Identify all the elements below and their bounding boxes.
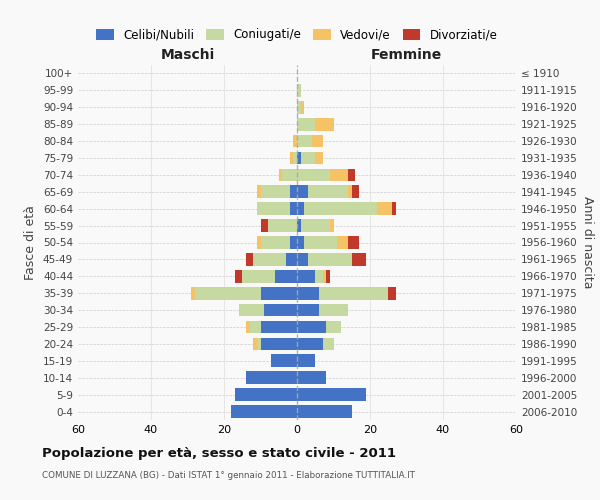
- Bar: [290, 186, 297, 198]
- Bar: [271, 354, 297, 367]
- Bar: [297, 320, 326, 334]
- Bar: [297, 405, 352, 418]
- Bar: [352, 253, 367, 266]
- Bar: [268, 220, 297, 232]
- Bar: [319, 304, 348, 316]
- Bar: [293, 134, 297, 147]
- Text: Popolazione per età, sesso e stato civile - 2011: Popolazione per età, sesso e stato civil…: [42, 448, 396, 460]
- Bar: [297, 304, 319, 316]
- Bar: [304, 236, 337, 249]
- Bar: [250, 320, 260, 334]
- Bar: [297, 388, 367, 401]
- Bar: [297, 84, 301, 96]
- Bar: [348, 168, 355, 181]
- Bar: [348, 236, 359, 249]
- Bar: [297, 202, 304, 215]
- Bar: [297, 101, 301, 114]
- Bar: [297, 338, 323, 350]
- Bar: [297, 186, 308, 198]
- Bar: [301, 220, 330, 232]
- Bar: [242, 270, 275, 282]
- Bar: [308, 253, 352, 266]
- Bar: [235, 270, 242, 282]
- Bar: [290, 152, 293, 164]
- Bar: [326, 320, 341, 334]
- Bar: [392, 202, 395, 215]
- Bar: [260, 186, 290, 198]
- Bar: [246, 372, 297, 384]
- Bar: [308, 186, 348, 198]
- Y-axis label: Fasce di età: Fasce di età: [25, 205, 37, 280]
- Text: Maschi: Maschi: [160, 48, 215, 62]
- Bar: [326, 270, 330, 282]
- Bar: [232, 405, 297, 418]
- Bar: [257, 202, 290, 215]
- Bar: [286, 253, 297, 266]
- Bar: [352, 186, 359, 198]
- Bar: [297, 168, 330, 181]
- Bar: [297, 236, 304, 249]
- Bar: [301, 152, 315, 164]
- Bar: [260, 236, 290, 249]
- Bar: [253, 253, 286, 266]
- Y-axis label: Anni di nascita: Anni di nascita: [581, 196, 594, 289]
- Bar: [257, 338, 260, 350]
- Bar: [257, 236, 260, 249]
- Bar: [290, 236, 297, 249]
- Bar: [297, 354, 315, 367]
- Bar: [290, 202, 297, 215]
- Bar: [330, 220, 334, 232]
- Bar: [315, 270, 323, 282]
- Bar: [260, 287, 297, 300]
- Bar: [246, 320, 250, 334]
- Bar: [301, 101, 304, 114]
- Legend: Celibi/Nubili, Coniugati/e, Vedovi/e, Divorziati/e: Celibi/Nubili, Coniugati/e, Vedovi/e, Di…: [96, 28, 498, 42]
- Bar: [297, 134, 311, 147]
- Bar: [337, 236, 348, 249]
- Bar: [315, 118, 334, 130]
- Bar: [264, 304, 297, 316]
- Bar: [297, 152, 301, 164]
- Text: COMUNE DI LUZZANA (BG) - Dati ISTAT 1° gennaio 2011 - Elaborazione TUTTITALIA.IT: COMUNE DI LUZZANA (BG) - Dati ISTAT 1° g…: [42, 471, 415, 480]
- Bar: [279, 168, 283, 181]
- Bar: [260, 220, 268, 232]
- Bar: [297, 287, 319, 300]
- Bar: [315, 152, 323, 164]
- Bar: [348, 186, 352, 198]
- Bar: [235, 388, 297, 401]
- Bar: [377, 202, 392, 215]
- Bar: [297, 270, 315, 282]
- Bar: [275, 270, 297, 282]
- Bar: [297, 253, 308, 266]
- Text: Femmine: Femmine: [371, 48, 442, 62]
- Bar: [319, 287, 388, 300]
- Bar: [297, 372, 326, 384]
- Bar: [388, 287, 395, 300]
- Bar: [260, 338, 297, 350]
- Bar: [257, 186, 260, 198]
- Bar: [323, 270, 326, 282]
- Bar: [191, 287, 195, 300]
- Bar: [311, 134, 323, 147]
- Bar: [304, 202, 377, 215]
- Bar: [246, 253, 253, 266]
- Bar: [297, 220, 301, 232]
- Bar: [283, 168, 297, 181]
- Bar: [239, 304, 264, 316]
- Bar: [323, 338, 334, 350]
- Bar: [253, 338, 257, 350]
- Bar: [330, 168, 348, 181]
- Bar: [297, 118, 315, 130]
- Bar: [195, 287, 260, 300]
- Bar: [260, 320, 297, 334]
- Bar: [293, 152, 297, 164]
